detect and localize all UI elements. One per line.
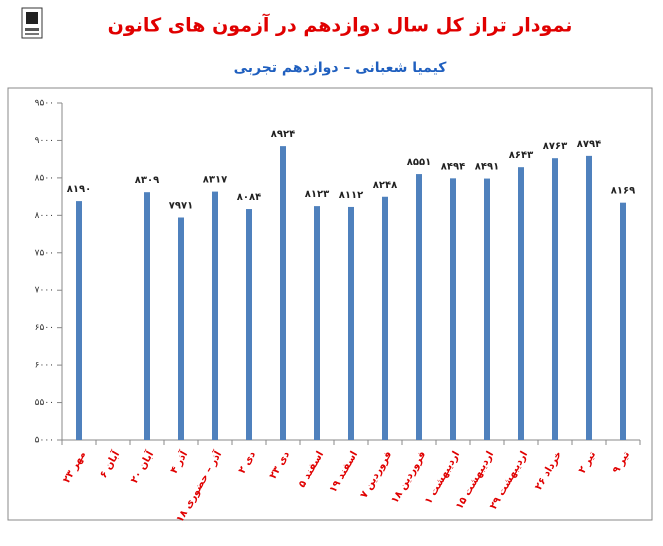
bar: [144, 192, 150, 440]
bar: [178, 217, 184, 440]
data-label: ۸۹۲۴: [271, 129, 295, 140]
y-tick-label: ۸۵۰۰: [35, 173, 54, 183]
data-label: ۸۷۹۴: [577, 139, 601, 150]
x-tick-label: ۷ فروردین: [359, 450, 395, 501]
y-tick-label: ۷۵۰۰: [35, 248, 54, 258]
logo: [21, 7, 43, 39]
bar: [416, 174, 422, 440]
x-tick-label: ۵ اسفند: [297, 450, 326, 490]
data-label: ۸۱۶۹: [611, 186, 635, 197]
bar: [518, 167, 524, 440]
x-tick-label: ۱۸ فروردین: [389, 450, 428, 506]
data-label: ۸۱۱۲: [339, 190, 363, 201]
x-tick-label: ۲۶ خرداد: [533, 450, 564, 493]
bar: [382, 196, 388, 440]
chart-frame: [7, 87, 653, 521]
data-label: ۸۶۴۳: [509, 150, 533, 161]
x-tick-label: ۲۳ مهر: [61, 450, 88, 486]
x-tick-label: ۲۰ آبان: [127, 448, 156, 485]
data-label: ۸۱۲۳: [305, 189, 329, 200]
bar: [586, 155, 592, 440]
bar: [246, 209, 252, 440]
bar: [552, 158, 558, 440]
x-tick-label: ۱۹ اسفند: [328, 450, 361, 495]
y-tick-label: ۶۵۰۰: [35, 323, 54, 333]
x-tick-label: ۲ تیر: [577, 449, 598, 475]
y-tick-label: ۸۰۰۰: [35, 211, 54, 221]
data-label: ۸۵۵۱: [407, 157, 431, 168]
bar: [348, 206, 354, 440]
x-tick-label: ۱ اردیبهشت: [423, 450, 462, 507]
data-label: ۸۷۶۳: [543, 141, 567, 152]
bar: [280, 146, 286, 441]
y-tick-label: ۵۰۰۰: [35, 436, 54, 446]
x-tick-label: ۹ تیر: [611, 449, 632, 475]
x-tick-label: ۶ آبان: [96, 448, 122, 480]
bar: [450, 178, 456, 440]
data-label: ۸۳۰۹: [135, 175, 159, 186]
y-tick-label: ۵۵۰۰: [35, 398, 54, 408]
bar: [76, 201, 82, 440]
x-tick-label: ۲ دی: [237, 450, 258, 476]
x-tick-label: ۲۳ دی: [268, 450, 293, 481]
data-label: ۸۴۹۴: [441, 161, 465, 172]
chart-subtitle: کیمیا شعبانی – دوازدهم تجربی: [234, 60, 448, 76]
bar: [212, 191, 218, 440]
data-label: ۸۰۸۴: [237, 192, 261, 203]
bar: [484, 178, 490, 441]
x-tick-label: ۲۹ اردیبهشت: [488, 450, 530, 512]
data-label: ۸۲۴۸: [373, 180, 397, 191]
data-label: ۸۳۱۷: [203, 175, 227, 186]
y-tick-label: ۹۵۰۰: [35, 99, 54, 109]
y-tick-label: ۶۰۰۰: [35, 361, 54, 371]
x-tick-label: ۴ آذر: [167, 448, 190, 476]
data-label: ۸۱۹۰: [67, 184, 91, 195]
y-tick-label: ۹۰۰۰: [35, 136, 54, 146]
y-tick-label: ۷۰۰۰: [35, 286, 54, 296]
data-label: ۸۴۹۱: [475, 162, 499, 173]
data-label: ۷۹۷۱: [169, 201, 193, 212]
chart-title: نمودار تراز کل سال دوازدهم در آزمون های …: [108, 13, 573, 37]
bar: [314, 206, 320, 440]
bar: [620, 202, 626, 440]
